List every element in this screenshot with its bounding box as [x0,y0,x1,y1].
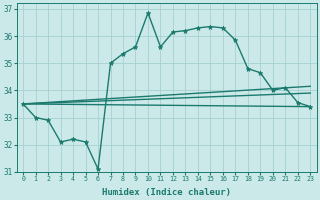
X-axis label: Humidex (Indice chaleur): Humidex (Indice chaleur) [102,188,231,197]
